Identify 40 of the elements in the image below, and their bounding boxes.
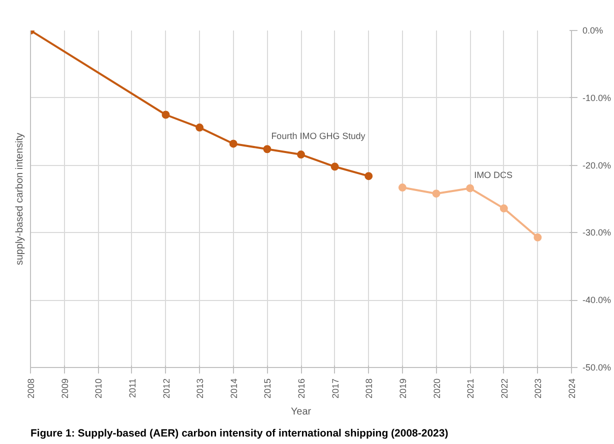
- x-tick-label: 2017: [330, 378, 340, 399]
- x-tick-label: 2009: [60, 378, 70, 399]
- point: [330, 162, 339, 171]
- point: [398, 184, 406, 192]
- x-tick-label: 2014: [228, 378, 239, 399]
- x-tick-label: 2018: [364, 378, 374, 399]
- x-tick-label: 2024: [567, 378, 577, 399]
- y-tick-label: -20.0%: [582, 160, 612, 170]
- point: [162, 110, 170, 119]
- y-tick-label: 0.0%: [582, 26, 604, 36]
- y-axis-title: supply-based carbon intensity: [14, 132, 26, 266]
- y-tick-label: -10.0%: [582, 92, 612, 103]
- text: Figure 1: Supply-based (AER) carbon intensity of international shipping (2008-2023): [30, 428, 448, 440]
- y-tick-label: -30.0%: [582, 228, 612, 238]
- y-tick-label: -50.0%: [582, 362, 612, 372]
- x-tick-label: 2010: [94, 378, 104, 399]
- x-tick-label: 2020: [432, 378, 442, 399]
- x-tick-label: 2023: [533, 378, 544, 399]
- point: [534, 233, 542, 242]
- x-tick-label: 2019: [398, 378, 408, 399]
- point: [432, 190, 440, 198]
- x-tick-label: 2022: [499, 378, 510, 399]
- x-tick-label: 2016: [296, 378, 306, 399]
- x-tick-label: 2015: [262, 378, 273, 399]
- point: [196, 124, 204, 132]
- point: [466, 184, 474, 192]
- point: [500, 204, 508, 212]
- x-tick-label: 2021: [466, 378, 476, 399]
- point: [263, 145, 272, 154]
- x-tick-label: 2012: [161, 378, 172, 399]
- x-axis-title: Year: [290, 406, 312, 418]
- x-tick-label: 2013: [195, 378, 206, 399]
- series-label: IMO DCS: [474, 170, 513, 180]
- point: [364, 172, 373, 180]
- x-tick-label: 2008: [26, 378, 36, 399]
- point: [297, 150, 305, 159]
- y-tick-label: -40.0%: [582, 295, 612, 306]
- point: [229, 140, 238, 148]
- x-tick-label: 2011: [127, 378, 138, 398]
- series-label: Fourth IMO GHG Study: [271, 131, 366, 142]
